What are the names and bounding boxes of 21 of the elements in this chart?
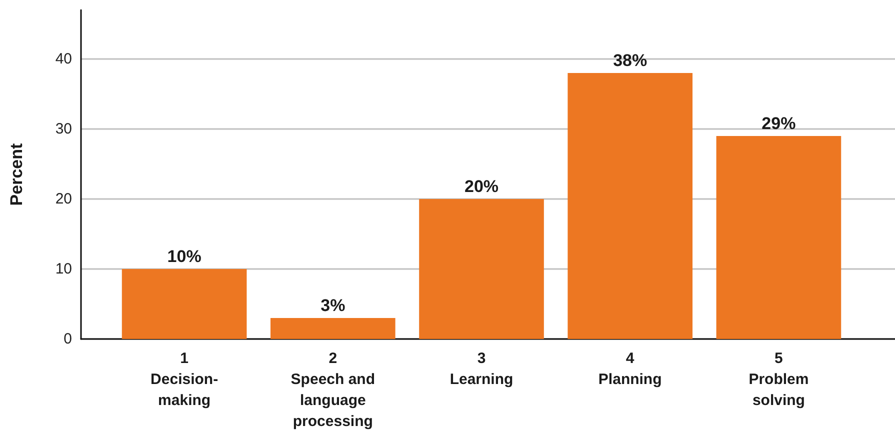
data-label: 10% (167, 247, 202, 266)
data-label: 3% (320, 296, 346, 315)
bar (270, 318, 396, 339)
y-tick-label: 20 (55, 190, 72, 208)
bar (122, 269, 247, 339)
y-tick-label: 30 (55, 120, 72, 138)
y-axis-title: Percent (7, 142, 26, 206)
x-tick-label: 2 Speech and language processing (290, 350, 375, 430)
x-tick-label: 3 Learning (450, 350, 514, 388)
x-tick-label: 1 Decision- making (150, 350, 218, 409)
bar (568, 73, 693, 339)
data-label: 20% (464, 177, 499, 196)
y-tick-label: 0 (64, 330, 72, 348)
bar (716, 136, 842, 339)
data-label: 29% (762, 114, 796, 133)
x-tick-label: 4 Planning (598, 350, 662, 388)
y-tick-label: 10 (55, 260, 72, 278)
data-label: 38% (613, 51, 648, 70)
bar (419, 199, 544, 339)
y-tick-label: 40 (55, 50, 72, 68)
x-tick-label: 5 Problem solving (748, 350, 809, 409)
